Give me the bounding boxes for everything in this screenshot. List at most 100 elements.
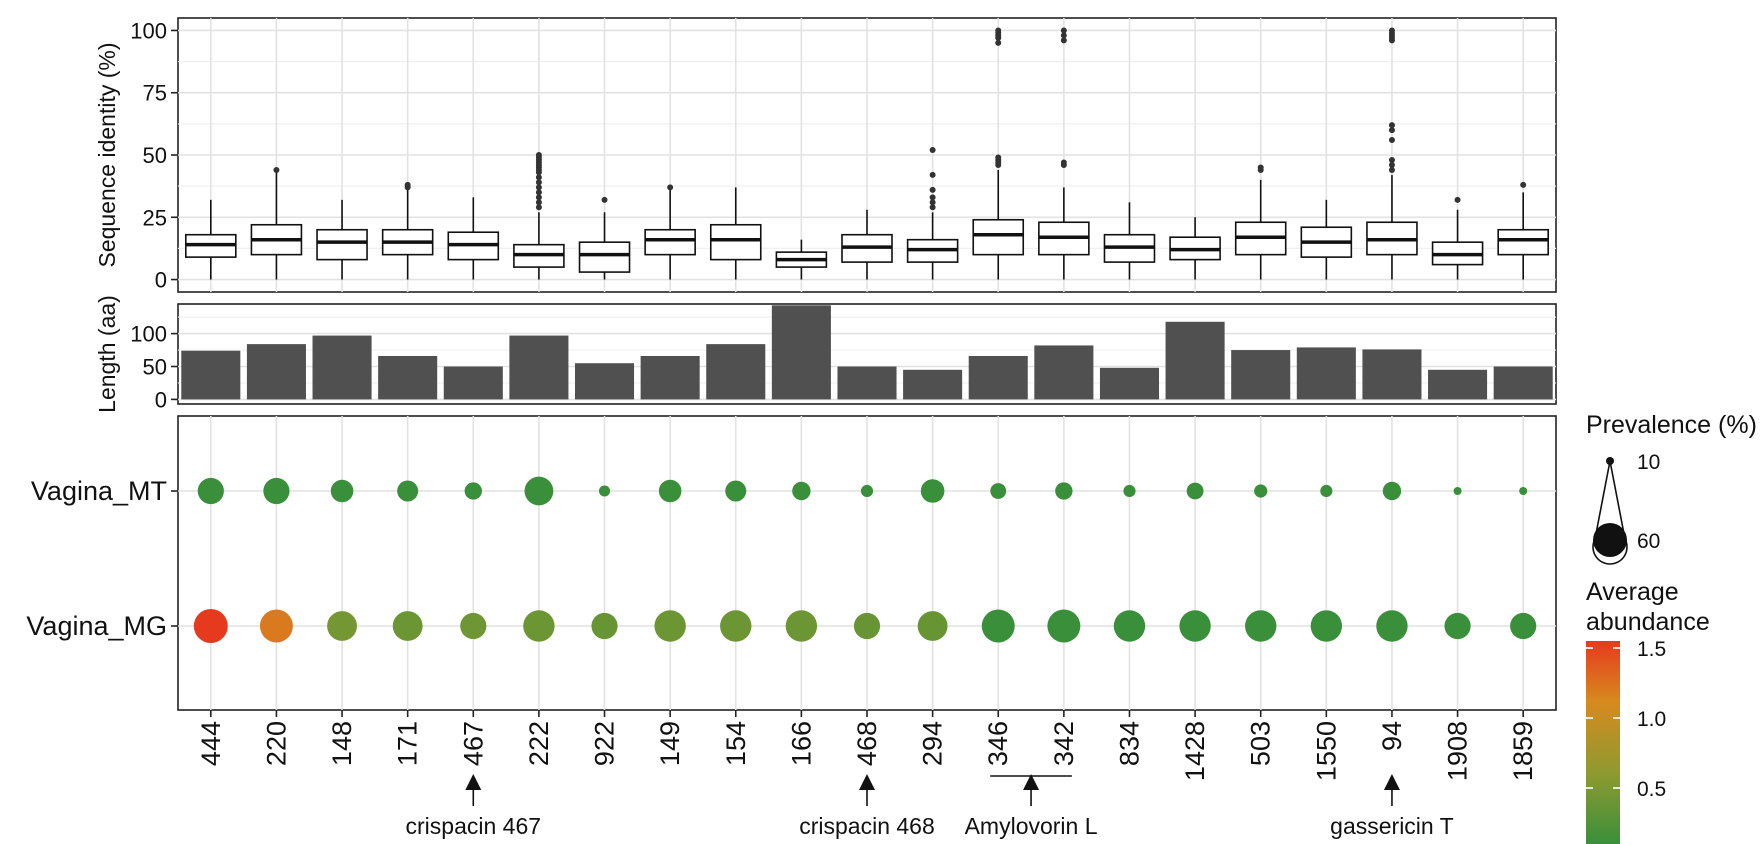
x-tick-label: 149 xyxy=(655,721,685,766)
box-outlier xyxy=(535,194,542,201)
x-tick-label: 834 xyxy=(1114,721,1144,766)
legend: Prevalence (%) 10 60 Average abundance 1… xyxy=(1586,411,1757,844)
x-tick-label: 342 xyxy=(1049,721,1079,766)
dot-Vagina_MT-444 xyxy=(197,477,224,505)
prevalence-legend-large-dot xyxy=(1593,523,1627,557)
length-tick-label: 100 xyxy=(130,322,167,347)
boxplot-tick-label: 100 xyxy=(130,18,167,43)
dot-Vagina_MT-94 xyxy=(1382,481,1402,501)
box-outlier xyxy=(667,184,674,191)
x-tick-label: 444 xyxy=(196,721,226,766)
box-outlier xyxy=(535,204,542,211)
abundance-legend-title-line2: abundance xyxy=(1586,608,1710,636)
annotations: crispacin 467 crispacin 468 Amylovorin L ga… xyxy=(406,774,1454,839)
box-outlier xyxy=(535,152,542,158)
boxplot-y-label: Sequence identity (%) xyxy=(94,42,120,267)
dot-Vagina_MG-94 xyxy=(1376,610,1408,642)
box-468 xyxy=(841,209,893,280)
box-outlier xyxy=(535,174,542,181)
dot-Vagina_MT-148 xyxy=(330,479,354,503)
boxplot-tick-label: 75 xyxy=(143,81,167,106)
box-outlier xyxy=(929,186,936,193)
box-outlier xyxy=(1257,164,1264,171)
x-tick-label: 94 xyxy=(1377,721,1407,751)
length-bar-444 xyxy=(181,350,241,400)
dot-Vagina_MG-834 xyxy=(1113,610,1146,642)
x-tick-label: 220 xyxy=(261,721,291,766)
length-panel: 0 50 100 Length (aa) xyxy=(94,295,1557,413)
dot-Vagina_MG-220 xyxy=(259,609,293,643)
x-tick-label: 922 xyxy=(590,721,620,766)
length-bars xyxy=(181,305,1553,400)
colorbar-tick-label: 0.5 xyxy=(1637,778,1666,801)
x-tick-label: 171 xyxy=(393,721,423,766)
box-294 xyxy=(906,147,959,280)
x-tick-label: 346 xyxy=(983,721,1013,766)
box-171 xyxy=(381,181,434,280)
box-outlier xyxy=(1388,127,1395,134)
dot-Vagina_MG-148 xyxy=(327,611,357,641)
length-bar-294 xyxy=(903,369,963,400)
x-tick-label: 467 xyxy=(458,721,488,766)
colorbar-tick-label: 1.5 xyxy=(1637,638,1666,661)
box-1859 xyxy=(1497,181,1549,280)
box-154 xyxy=(709,187,762,280)
box-outlier xyxy=(1388,27,1395,34)
dot-Vagina_MT-166 xyxy=(792,481,811,501)
box-iqr xyxy=(972,218,1025,256)
length-bar-1550 xyxy=(1296,347,1356,400)
box-outlier xyxy=(929,171,936,178)
prevalence-legend-shape xyxy=(1592,460,1628,565)
dot-Vagina_MG-467 xyxy=(460,612,487,640)
box-outlier xyxy=(1060,159,1067,166)
dot-Vagina_MG-468 xyxy=(853,612,881,640)
annotation-label: Amylovorin L xyxy=(965,813,1098,839)
dot-Vagina_MT-222 xyxy=(524,476,554,506)
prevalence-legend-label-10: 10 xyxy=(1637,451,1660,474)
boxplot-y-ticks: 0 25 50 75 100 xyxy=(130,18,178,293)
annotation-label: gassericin T xyxy=(1330,813,1454,839)
length-bar-834 xyxy=(1099,367,1160,400)
abundance-legend-title-line1: Average xyxy=(1586,578,1679,606)
length-bar-171 xyxy=(378,355,438,400)
dot-Vagina_MT-1428 xyxy=(1186,482,1204,500)
x-tick-label: 166 xyxy=(786,721,816,766)
x-tick-label: 148 xyxy=(327,721,357,766)
dot-Vagina_MT-503 xyxy=(1254,484,1268,498)
dot-Vagina_MG-222 xyxy=(523,610,555,642)
length-bar-149 xyxy=(640,355,700,400)
box-outlier xyxy=(1060,27,1067,34)
length-bar-222 xyxy=(509,335,569,400)
box-346 xyxy=(972,27,1025,280)
dotplot-dots xyxy=(193,476,1537,643)
dotplot-panel: Vagina_MT Vagina_MG xyxy=(26,415,1557,711)
length-bar-922 xyxy=(574,363,635,400)
dotplot-row-labels: Vagina_MT Vagina_MG xyxy=(26,476,178,641)
box-iqr xyxy=(578,241,631,273)
box-166 xyxy=(775,239,828,280)
boxplot-boxes xyxy=(185,27,1549,280)
box-outlier xyxy=(1388,156,1395,163)
length-y-label: Length (aa) xyxy=(94,295,120,413)
x-tick-label: 1859 xyxy=(1508,721,1538,781)
dot-Vagina_MT-220 xyxy=(263,477,290,505)
dot-Vagina_MG-1428 xyxy=(1179,610,1211,642)
box-94 xyxy=(1366,27,1418,280)
dot-Vagina_MT-171 xyxy=(397,480,419,502)
dot-Vagina_MG-1908 xyxy=(1444,612,1471,640)
dotplot-row-label: Vagina_MT xyxy=(31,476,167,506)
x-tick-label: 1428 xyxy=(1180,721,1210,781)
dot-Vagina_MT-294 xyxy=(920,479,945,503)
dot-Vagina_MT-154 xyxy=(725,480,747,502)
box-148 xyxy=(316,199,368,280)
box-outlier xyxy=(1388,122,1395,129)
length-bar-503 xyxy=(1231,350,1291,400)
box-outlier xyxy=(535,189,542,196)
dot-Vagina_MG-346 xyxy=(981,609,1015,643)
box-outlier xyxy=(1060,37,1067,44)
length-bar-154 xyxy=(706,344,766,400)
box-outlier xyxy=(929,204,936,211)
box-outlier xyxy=(995,27,1002,34)
dot-Vagina_MT-346 xyxy=(990,483,1007,499)
length-bar-148 xyxy=(312,335,372,400)
